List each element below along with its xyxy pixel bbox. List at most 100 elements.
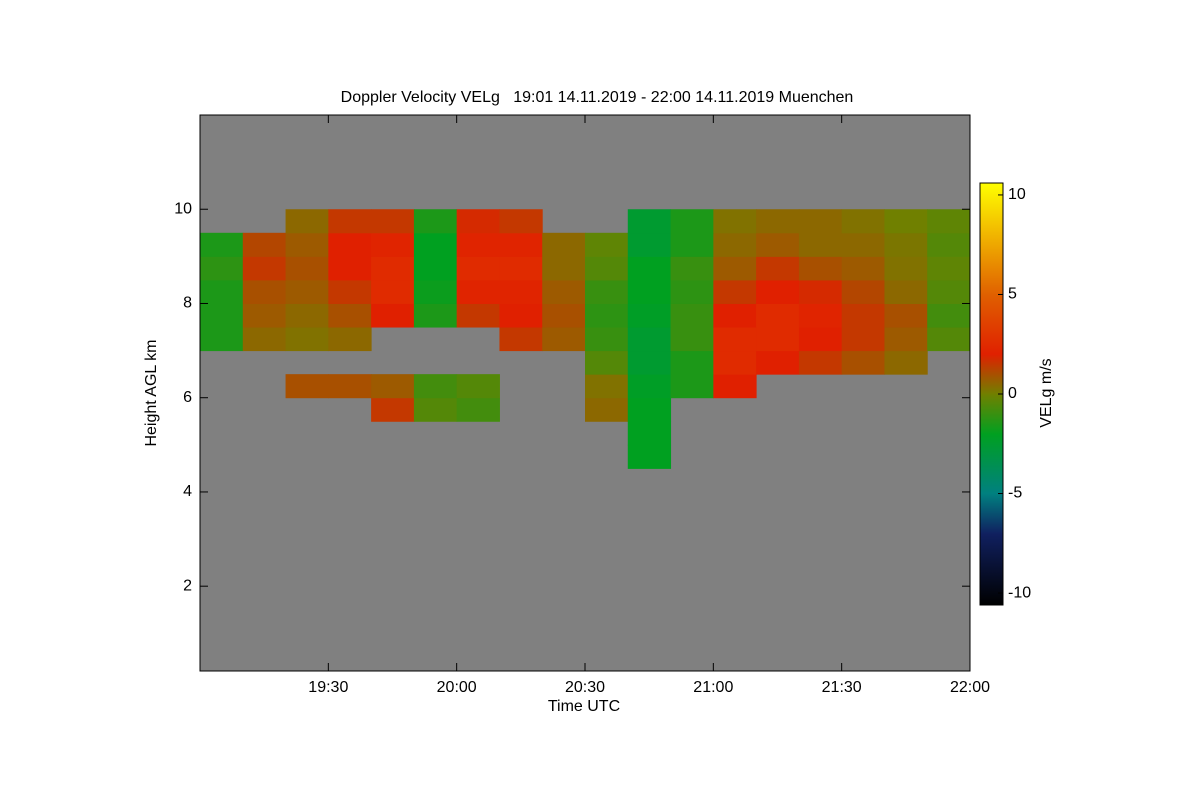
heatmap-cell: [884, 327, 928, 352]
heatmap-cell: [798, 232, 843, 257]
heatmap-cell: [285, 256, 329, 281]
heatmap-cell: [927, 303, 971, 328]
heatmap-cell: [456, 374, 500, 399]
heatmap-cell: [627, 279, 672, 304]
heatmap-cell: [371, 397, 415, 422]
heatmap-cell: [798, 303, 843, 328]
heatmap-cell: [585, 232, 629, 257]
heatmap-cell: [456, 209, 500, 234]
heatmap-cell: [670, 232, 714, 257]
heatmap-cell: [285, 327, 329, 352]
heatmap-cell: [285, 303, 329, 328]
heatmap-cell: [413, 303, 458, 328]
heatmap-cell: [798, 279, 843, 304]
colorbar-segment: [980, 433, 1003, 495]
heatmap-cell: [713, 209, 757, 234]
heatmap-cell: [670, 350, 714, 375]
heatmap-cell: [627, 232, 672, 257]
heatmap-cell: [841, 303, 885, 328]
heatmap-cell: [927, 232, 971, 257]
x-tick-label: 19:30: [308, 679, 348, 696]
heatmap-cell: [542, 256, 586, 281]
heatmap-cell: [585, 397, 629, 422]
heatmap-cell: [841, 256, 885, 281]
heatmap-cell: [242, 303, 287, 328]
colorbar-label: VELg m/s: [1038, 358, 1055, 427]
colorbar-segment: [980, 493, 1003, 534]
heatmap-cell: [371, 303, 415, 328]
heatmap-cell: [670, 303, 714, 328]
colorbar-tick-label: -10: [1008, 584, 1031, 601]
heatmap-cell: [285, 279, 329, 304]
heatmap-cell: [200, 327, 244, 352]
heatmap-cell: [285, 374, 329, 399]
chart-title: Doppler Velocity VELg 19:01 14.11.2019 -…: [341, 89, 854, 106]
heatmap-cell: [798, 256, 843, 281]
x-tick-label: 20:00: [437, 679, 477, 696]
heatmap-cell: [927, 327, 971, 352]
heatmap-cell: [841, 350, 885, 375]
heatmap-cell: [200, 303, 244, 328]
heatmap-cell: [585, 327, 629, 352]
x-axis-label: Time UTC: [548, 698, 620, 715]
heatmap-cell: [328, 232, 372, 257]
heatmap-cell: [499, 279, 543, 304]
heatmap-cell: [499, 327, 543, 352]
x-tick-label: 21:30: [822, 679, 862, 696]
heatmap-cell: [328, 327, 372, 352]
heatmap-cell: [670, 327, 714, 352]
heatmap-cell: [413, 232, 458, 257]
y-tick-label: 8: [183, 295, 192, 312]
heatmap-cell: [456, 279, 500, 304]
heatmap-cell: [756, 350, 800, 375]
heatmap-cell: [798, 209, 843, 234]
heatmap-cell: [456, 232, 500, 257]
heatmap-cell: [627, 444, 672, 469]
heatmap-cell: [884, 350, 928, 375]
colorbar-tick-label: -5: [1008, 485, 1022, 502]
heatmap-cell: [242, 279, 287, 304]
heatmap-cell: [413, 256, 458, 281]
heatmap-cell: [713, 303, 757, 328]
heatmap-cell: [456, 303, 500, 328]
heatmap-cell: [456, 256, 500, 281]
heatmap-cell: [200, 279, 244, 304]
heatmap-cell: [371, 279, 415, 304]
heatmap-cell: [670, 374, 714, 399]
heatmap-cell: [841, 279, 885, 304]
heatmap-cell: [542, 232, 586, 257]
heatmap-cell: [627, 209, 672, 234]
heatmap-cell: [413, 209, 458, 234]
colorbar-segment: [980, 354, 1003, 395]
y-tick-label: 4: [183, 483, 192, 500]
heatmap-cell: [456, 397, 500, 422]
heatmap-cell: [713, 232, 757, 257]
y-axis-label: Height AGL km: [143, 339, 160, 446]
heatmap-cell: [328, 209, 372, 234]
heatmap-cell: [585, 303, 629, 328]
heatmap-cell: [585, 279, 629, 304]
heatmap-cell: [884, 256, 928, 281]
heatmap-cell: [670, 256, 714, 281]
heatmap-cell: [200, 232, 244, 257]
heatmap-cell: [499, 232, 543, 257]
heatmap-cell: [242, 232, 287, 257]
colorbar-tick-label: 10: [1008, 186, 1026, 203]
heatmap-cell: [285, 209, 329, 234]
heatmap-cell: [200, 256, 244, 281]
heatmap-cell: [670, 209, 714, 234]
heatmap-cell: [242, 327, 287, 352]
heatmap-cell: [670, 279, 714, 304]
heatmap-cell: [585, 256, 629, 281]
x-tick-label: 22:00: [950, 679, 990, 696]
heatmap-cell: [499, 303, 543, 328]
heatmap-cell: [627, 256, 672, 281]
heatmap-cell: [798, 350, 843, 375]
heatmap-cell: [884, 232, 928, 257]
heatmap-cell: [585, 374, 629, 399]
heatmap-cell: [841, 327, 885, 352]
heatmap-cell: [499, 256, 543, 281]
heatmap-cell: [371, 209, 415, 234]
colorbar-segment: [980, 533, 1003, 606]
